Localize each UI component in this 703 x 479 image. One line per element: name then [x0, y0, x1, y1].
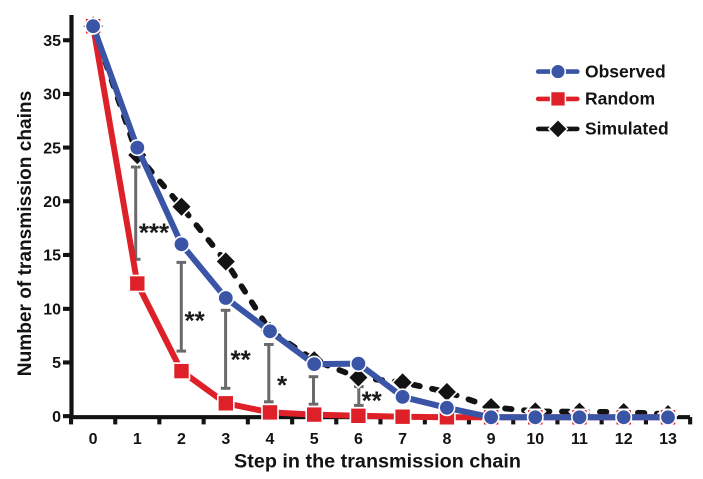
svg-text:12: 12: [615, 431, 633, 448]
svg-text:**: **: [184, 306, 205, 336]
svg-text:4: 4: [266, 431, 275, 448]
svg-text:10: 10: [526, 431, 544, 448]
svg-text:Observed: Observed: [585, 61, 666, 81]
svg-text:**: **: [362, 386, 383, 416]
svg-text:***: ***: [139, 218, 170, 248]
svg-text:8: 8: [442, 431, 451, 448]
svg-text:1: 1: [133, 431, 142, 448]
svg-text:Simulated: Simulated: [585, 118, 669, 138]
svg-text:7: 7: [398, 431, 407, 448]
svg-text:35: 35: [43, 33, 61, 50]
svg-text:10: 10: [43, 302, 61, 319]
svg-text:**: **: [230, 345, 251, 375]
svg-text:30: 30: [43, 87, 61, 104]
svg-text:9: 9: [487, 431, 496, 448]
svg-text:3: 3: [221, 431, 230, 448]
svg-text:13: 13: [659, 431, 677, 448]
svg-text:15: 15: [43, 248, 61, 265]
svg-text:Number of transmission chains: Number of transmission chains: [15, 91, 36, 376]
svg-text:2: 2: [177, 431, 186, 448]
svg-text:0: 0: [52, 409, 61, 426]
svg-text:5: 5: [52, 355, 61, 372]
svg-text:Step in the transmission chain: Step in the transmission chain: [234, 451, 521, 473]
svg-text:20: 20: [43, 194, 61, 211]
svg-text:6: 6: [354, 431, 363, 448]
svg-text:5: 5: [310, 431, 319, 448]
svg-text:Random: Random: [585, 89, 655, 109]
svg-text:0: 0: [89, 431, 98, 448]
svg-text:*: *: [277, 370, 288, 400]
svg-text:11: 11: [571, 431, 588, 448]
svg-text:25: 25: [43, 140, 61, 157]
